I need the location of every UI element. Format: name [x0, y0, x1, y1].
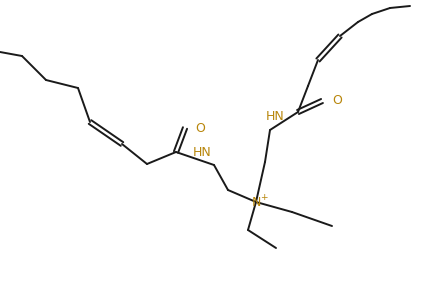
- Text: N: N: [251, 195, 261, 208]
- Text: HN: HN: [266, 110, 285, 123]
- Text: O: O: [332, 95, 342, 108]
- Text: HN: HN: [193, 146, 212, 159]
- Text: O: O: [195, 122, 205, 135]
- Text: +: +: [260, 193, 268, 202]
